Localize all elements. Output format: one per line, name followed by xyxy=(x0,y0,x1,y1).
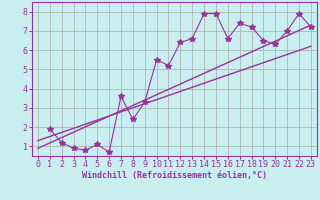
X-axis label: Windchill (Refroidissement éolien,°C): Windchill (Refroidissement éolien,°C) xyxy=(82,171,267,180)
